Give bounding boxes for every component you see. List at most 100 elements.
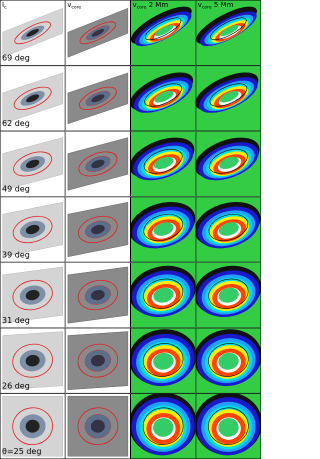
row-label: 39 deg [2,250,30,259]
row-label: 49 deg [2,185,30,194]
panel [195,327,261,394]
contour [12,343,53,378]
header-rest: 5 Mm [212,1,234,9]
column-header: Ic [2,1,7,11]
panel-border [65,65,131,132]
contour [78,86,117,111]
panel [0,0,66,66]
contour [142,343,184,377]
umbra [26,28,39,37]
umbra [91,159,105,169]
panel-border [0,196,66,263]
panel [195,0,261,66]
panel-border [65,262,131,328]
ring [153,222,174,236]
contour [208,407,249,445]
panel [65,327,131,394]
header-main: v [133,1,137,9]
panel-border [130,262,196,328]
header-main: v [198,1,202,9]
contour-inner [85,25,110,41]
contour [209,83,248,107]
panel [130,262,196,328]
ring [153,418,174,437]
panel [195,65,261,132]
panel [0,65,66,132]
contour [78,215,118,244]
panel [0,393,66,459]
contour [210,17,247,41]
ring [218,222,239,236]
contour [143,213,183,242]
ring [153,352,174,370]
ring [154,24,174,37]
panel [0,196,66,263]
contour [13,86,52,111]
ring [154,90,174,103]
header-main: I [2,1,4,9]
header-sub: core [137,5,147,11]
panel [130,65,196,132]
panel-border [195,196,261,263]
umbra [91,28,105,37]
panel-border [65,0,131,66]
contour-inner [85,155,111,172]
panel [130,393,196,459]
panel [65,65,131,132]
panel-border [130,65,196,132]
panel [195,196,261,263]
row-label: 69 deg [2,54,30,63]
header-rest: 2 Mm [146,1,168,9]
panel-border [195,65,261,132]
umbra [25,224,40,235]
panel [195,393,261,459]
header-sub: core [71,5,81,11]
umbra [91,94,105,103]
contour [12,407,54,446]
contour [77,279,119,311]
panel [130,196,196,263]
ring [220,24,239,37]
contour-inner [84,285,111,305]
panel [0,327,66,394]
contour [79,21,117,45]
row-label: 26 deg [2,381,30,390]
ring [219,90,239,103]
panel [0,131,66,197]
panel-border [130,131,196,197]
panel-border [0,131,66,197]
panel-border [0,0,66,66]
panel [130,327,196,394]
contour-inner [84,413,112,439]
contour [144,83,182,107]
panel-border [195,327,261,394]
contour [143,278,184,309]
panel-border [195,0,261,66]
contour [12,279,53,311]
panel [195,131,261,197]
contour-inner [85,90,111,106]
row-label: θ=25 deg [2,447,41,456]
ring [218,418,239,437]
panel [65,196,131,263]
header-sub: core [202,5,212,11]
header-sub: c [4,6,7,11]
contour [14,21,51,45]
panel-border [0,65,66,132]
contour [77,407,119,446]
panel-border [65,131,131,197]
row-label: 31 deg [2,316,30,325]
contour [208,213,249,242]
umbra [91,224,105,235]
panel-border [195,131,261,197]
contour [143,148,183,174]
ring [153,287,174,303]
ring [218,287,239,303]
contour [12,215,53,244]
panel [65,0,131,66]
contour [209,148,248,174]
panel [130,0,196,66]
panel [65,262,131,328]
umbra [90,354,105,367]
